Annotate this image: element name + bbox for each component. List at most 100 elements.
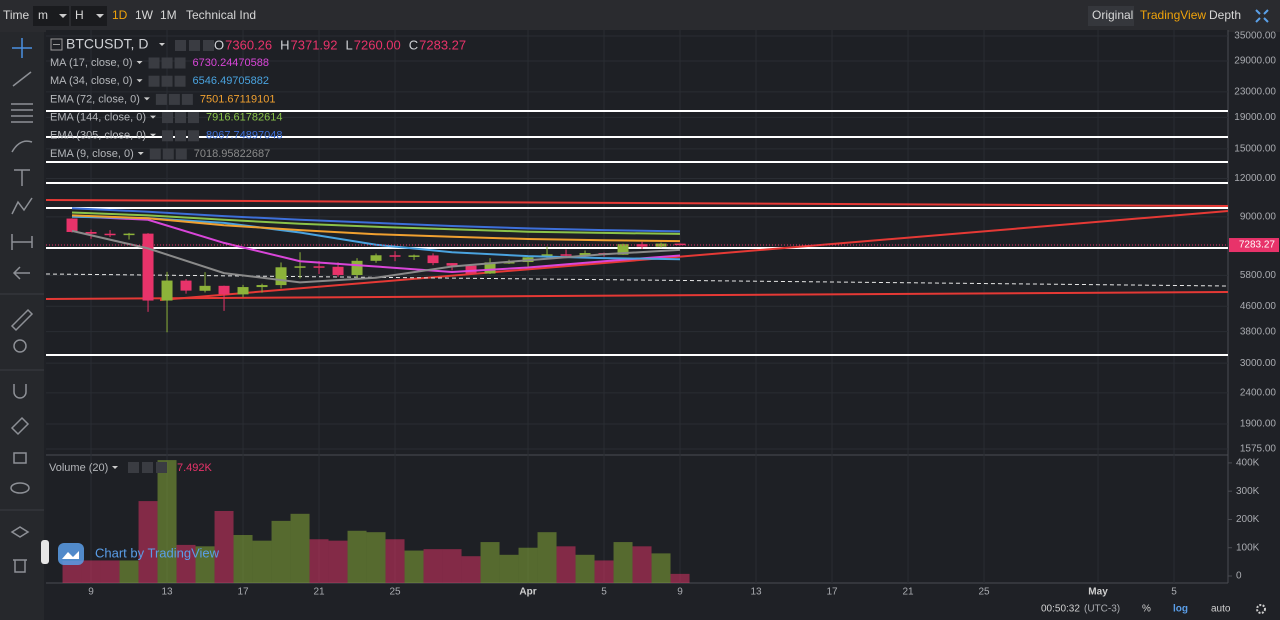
icon-box[interactable] [174,57,186,69]
icon-box[interactable] [175,112,186,124]
icon-box[interactable] [175,130,186,142]
x-tick-label: 9 [677,587,683,598]
layers-tool[interactable] [10,526,30,538]
volume-bar [366,532,386,583]
indicator-name: MA (17, close, 0) [50,57,133,69]
y-tick-label: 3800.00 [1240,326,1277,337]
trend-line[interactable] [159,210,1229,301]
toolbar-button[interactable]: 1W [135,8,154,22]
sidebar-bg [0,32,44,620]
brush-tool[interactable] [11,140,33,153]
candle-body [427,255,439,264]
toolbar-button[interactable]: 1M [160,8,177,22]
icon-box[interactable] [189,40,200,51]
back-tool[interactable] [12,266,30,280]
candle-body [123,233,135,236]
icon-box[interactable] [175,148,187,160]
icon-box[interactable] [128,462,139,473]
icon-box[interactable] [162,130,173,142]
volume-bar [176,544,196,583]
footer-button[interactable]: log [1173,604,1188,615]
icon-box[interactable] [162,148,174,160]
indicator-line [71,229,681,284]
dropdown-arrow [159,43,165,46]
x-tick-label: 17 [826,587,838,598]
icon-box[interactable] [203,40,214,51]
indicator-name: EMA (144, close, 0) [50,112,146,124]
toolbar-button[interactable]: TradingView [1140,8,1206,22]
watermark[interactable]: Chart by TradingView [95,545,220,560]
icon-box[interactable] [162,112,173,124]
volume-bar [651,553,671,583]
candle-body [66,218,78,232]
y-tick-label: 35000.00 [1234,31,1276,42]
footer-button[interactable]: % [1142,604,1151,615]
settings-icon[interactable] [1256,604,1266,614]
icon-box[interactable] [148,57,160,69]
icon-box[interactable] [174,75,186,87]
icon-box[interactable] [156,462,167,473]
lock-tool[interactable] [13,452,27,464]
icon-box[interactable] [168,93,180,105]
icon-box[interactable] [161,57,173,69]
icon-box[interactable] [142,462,153,473]
volume-bar [290,513,310,583]
icon-box[interactable] [148,75,160,87]
timezone[interactable]: (UTC-3) [1084,604,1120,615]
icon-box[interactable] [181,93,193,105]
magnet-tool[interactable] [13,384,27,399]
dropdown-arrow [150,133,156,137]
candle-body [294,266,306,268]
volume-bar [556,546,576,583]
clock: 00:50:32 [1041,604,1080,615]
user-drawings [45,110,1229,356]
icon-box[interactable] [188,112,199,124]
toolbar-button[interactable]: Original [1092,8,1133,22]
volume-bar [537,532,557,583]
icon-box[interactable] [175,40,186,51]
toolbar-button[interactable]: H [75,8,84,22]
prediction-tool[interactable] [11,234,33,250]
toolbar-button[interactable]: m [38,8,48,22]
crosshair-tool[interactable] [12,38,32,58]
volume-bar [100,560,120,583]
toolbar-button[interactable]: Technical Ind [186,8,256,22]
line-tool[interactable] [12,71,32,87]
ohlc-value: 7260.00 [354,37,401,52]
handle[interactable] [41,540,49,564]
stay-draw-tool[interactable] [10,416,30,436]
zoom-tool[interactable] [13,339,27,353]
candle-body [313,266,325,268]
price-tag-label: 7283.27 [1239,240,1276,251]
toolbar-button[interactable]: 1D [112,8,128,22]
trend-line[interactable] [45,199,1229,207]
y-tick-label: 0 [1236,571,1242,582]
y-tick-label: 5800.00 [1240,270,1277,281]
trash-tool[interactable] [13,559,27,573]
candle-body [446,263,458,266]
trend-line[interactable] [45,291,1229,300]
toolbar-button[interactable]: Depth [1209,8,1241,22]
indicator-name: EMA (9, close, 0) [50,148,134,160]
x-tick-label: Apr [519,587,536,598]
icon-box[interactable] [149,148,161,160]
dropdown-box [33,6,69,26]
measure-tool[interactable] [10,308,34,332]
hide-tool[interactable] [10,482,30,494]
icon-box[interactable] [155,93,167,105]
x-tick-label: 25 [389,587,401,598]
candle-body [161,280,173,301]
icon-box[interactable] [188,130,199,142]
footer-button[interactable]: auto [1211,604,1231,615]
toolbar-button[interactable]: Time [3,8,30,22]
fib-tool[interactable] [11,103,33,123]
text-tool[interactable] [14,169,30,186]
x-tick-label: 5 [1171,587,1177,598]
collapse-box[interactable] [50,38,63,51]
volume-bar [594,560,614,583]
pattern-tool[interactable] [11,197,33,215]
icon-box[interactable] [161,75,173,87]
volume-bar [442,549,462,583]
volume-bar [195,546,215,583]
fullscreen-icon[interactable] [1255,9,1269,23]
